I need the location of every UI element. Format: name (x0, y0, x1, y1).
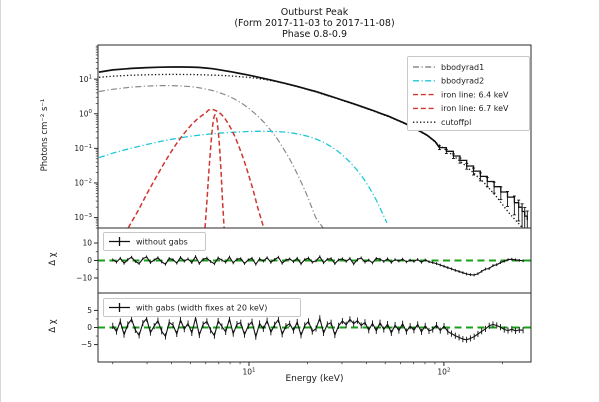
residual-line (112, 255, 524, 276)
iron-line-6-7-line (204, 113, 225, 228)
x-tick-label: 101 (242, 367, 255, 376)
residuals-with-gabs-trace (112, 314, 524, 343)
legend-entry-label: iron line: 6.7 keV (441, 104, 509, 113)
legend-entry-label: cutoffpl (441, 118, 471, 127)
chart-title: Outburst Peak (Form 2017-11-03 to 2017-1… (98, 7, 531, 40)
legend-entry-label: without gabs (136, 238, 188, 247)
y-tick-label: −5 (81, 340, 92, 349)
title-line-3: Phase 0.8-0.9 (281, 29, 348, 40)
legend-spectrum: bbodyrad1 bbodyrad2 iron line: 6.4 keV iron… (407, 56, 530, 131)
iron-line-6-4-line (127, 108, 267, 228)
y-tick-label: 10−3 (74, 213, 92, 222)
x-axis-label: Energy (keV) (285, 374, 344, 384)
legend-entry-label: iron line: 6.4 keV (441, 90, 509, 99)
legend-box (103, 298, 301, 317)
total-model-line (98, 66, 441, 149)
y-axis-label-spectrum: Photons cm⁻² s⁻¹ (40, 98, 50, 172)
title-line-1: Outburst Peak (280, 7, 349, 18)
legend-residuals-without-gabs: without gabs (103, 232, 206, 251)
y-tick-label: 10−2 (74, 178, 92, 187)
y-tick-label: 100 (79, 109, 93, 118)
y-tick-label: 0 (87, 256, 92, 265)
y-tick-label: 101 (79, 75, 92, 84)
residual-line (112, 316, 524, 341)
y-tick-label: 0 (87, 323, 92, 332)
x-tick-label: 102 (437, 367, 450, 376)
legend-entry-label: bbodyrad1 (441, 63, 484, 72)
y-axis-label-residuals-2: Δ χ (48, 319, 58, 333)
y-tick-label: 10 (82, 239, 92, 248)
legend-residuals-with-gabs: with gabs (width fixes at 20 keV) (103, 298, 301, 317)
bbodyrad2-line (98, 130, 388, 224)
bbodyrad1-line (98, 85, 325, 228)
title-line-2: (Form 2017-11-03 to 2017-11-08) (234, 18, 395, 29)
y-tick-label: −10 (76, 274, 92, 283)
legend-box (407, 56, 530, 131)
y-axis-label-residuals-1: Δ χ (48, 252, 58, 266)
spectrum-series (98, 66, 529, 228)
legend-box (103, 232, 206, 251)
legend-entry-label: with gabs (width fixes at 20 keV) (136, 304, 267, 313)
legend-entry-label: bbodyrad2 (441, 77, 484, 86)
residuals-without-gabs-trace (112, 255, 524, 277)
y-tick-label: 10−1 (74, 144, 92, 153)
y-tick-label: 5 (87, 306, 92, 315)
